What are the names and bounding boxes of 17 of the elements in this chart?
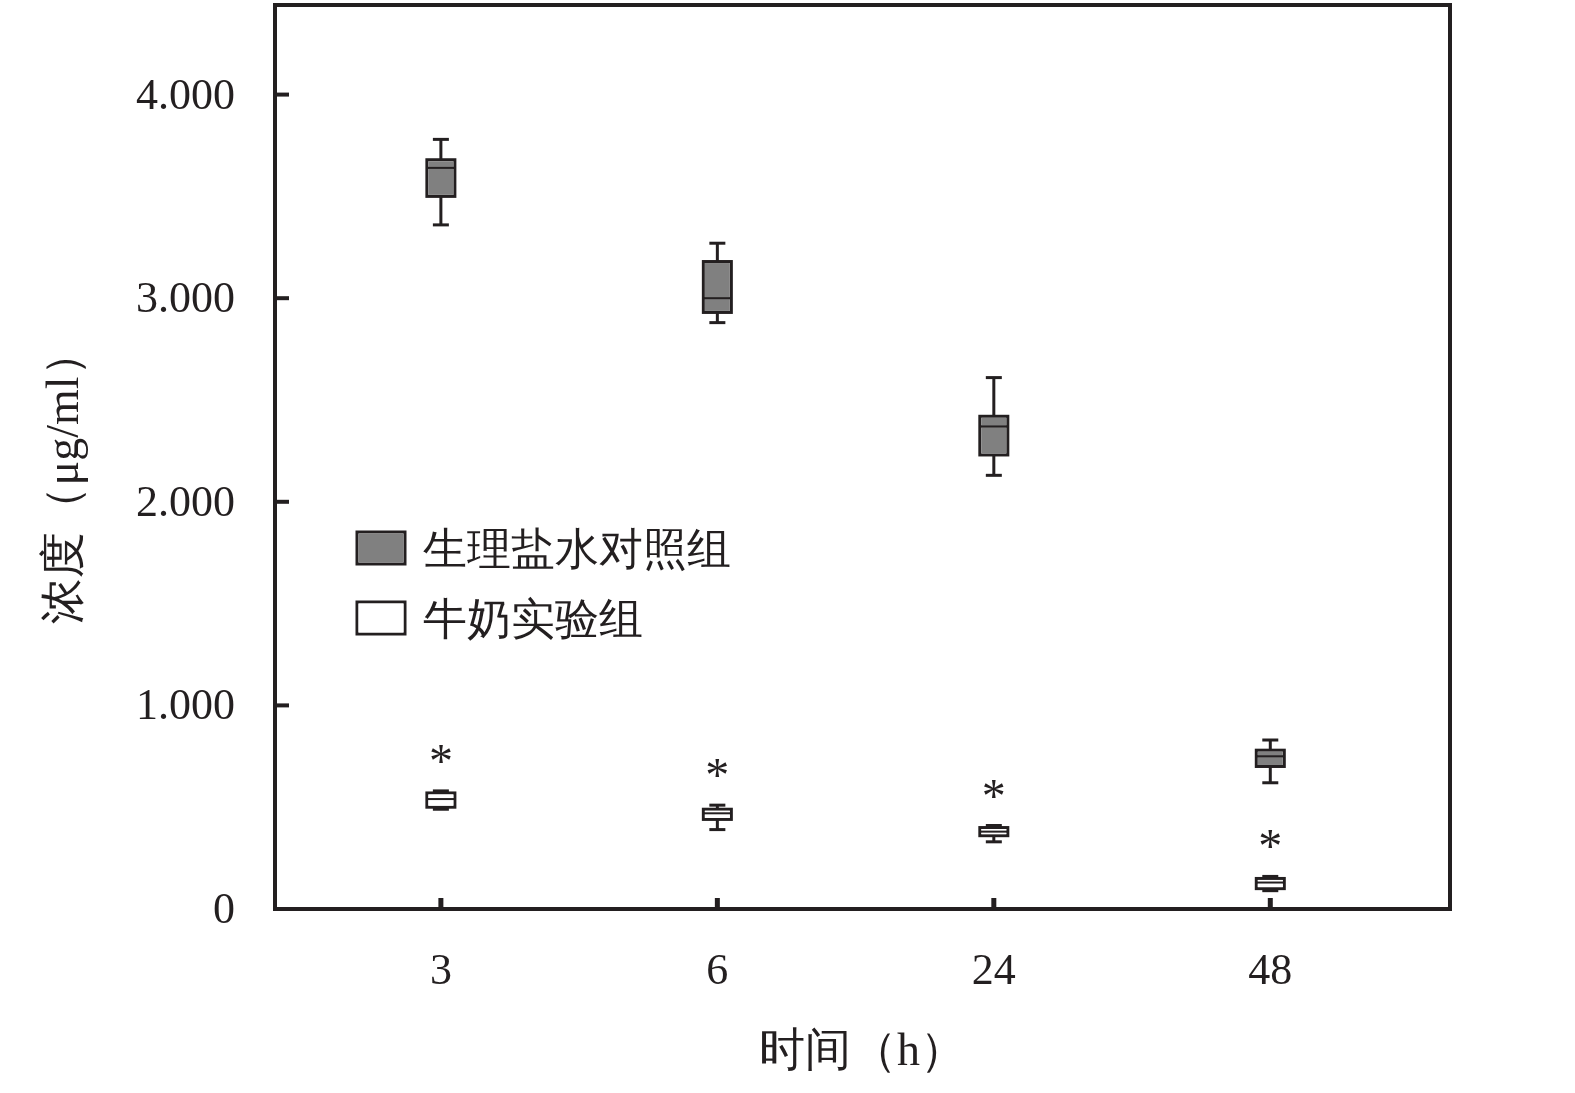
- y-tick-label: 3.000: [136, 273, 235, 323]
- annotation: *: [705, 748, 730, 802]
- y-axis-title: 浓度（μg/ml）: [37, 330, 88, 624]
- y-tick-label: 2.000: [136, 476, 235, 526]
- legend-label: 牛奶实验组: [423, 595, 643, 644]
- x-tick-label: 6: [706, 945, 729, 994]
- x-tick-label: 3: [429, 945, 452, 994]
- x-tick-label: 48: [1248, 945, 1293, 994]
- annotation: *: [428, 733, 453, 787]
- x-tick-label: 24: [971, 945, 1016, 994]
- annotation: *: [1258, 819, 1283, 873]
- annotation: *: [981, 768, 1006, 822]
- legend-label: 生理盐水对照组: [423, 525, 731, 574]
- x-axis-title: 时间（h）: [759, 1024, 966, 1075]
- y-tick-label: 0: [213, 884, 235, 933]
- y-tick-label: 4.000: [136, 69, 235, 119]
- y-tick-label: 1.000: [136, 680, 235, 730]
